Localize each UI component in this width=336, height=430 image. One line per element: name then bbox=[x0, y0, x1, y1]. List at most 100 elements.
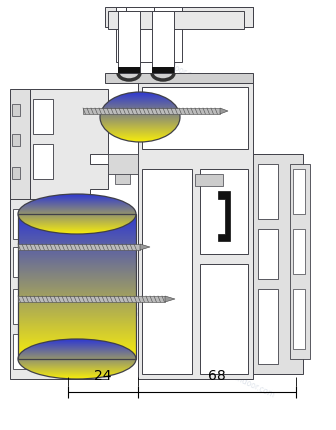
Bar bbox=[18, 323, 136, 324]
Bar bbox=[18, 296, 165, 302]
Polygon shape bbox=[138, 84, 270, 379]
Bar bbox=[118, 12, 140, 74]
Bar bbox=[18, 357, 136, 358]
Bar bbox=[18, 260, 136, 261]
Bar bbox=[18, 314, 136, 315]
Bar bbox=[18, 231, 136, 232]
Bar bbox=[13, 209, 33, 240]
Bar bbox=[18, 284, 136, 285]
Bar bbox=[18, 244, 140, 250]
Bar bbox=[18, 296, 136, 297]
Bar bbox=[18, 319, 136, 320]
Bar bbox=[18, 223, 136, 224]
Bar bbox=[18, 217, 136, 218]
Bar bbox=[293, 289, 305, 349]
Bar bbox=[18, 328, 136, 329]
Bar bbox=[18, 347, 136, 348]
Bar bbox=[18, 234, 136, 235]
Bar bbox=[18, 278, 136, 279]
Bar bbox=[18, 353, 136, 354]
Bar bbox=[18, 352, 136, 353]
Bar bbox=[18, 222, 136, 223]
Bar bbox=[18, 215, 136, 359]
Bar bbox=[108, 12, 244, 30]
Bar bbox=[18, 326, 136, 327]
Bar bbox=[18, 355, 136, 356]
Bar bbox=[18, 318, 136, 319]
Bar bbox=[18, 283, 136, 284]
Bar bbox=[18, 306, 136, 307]
Bar bbox=[18, 287, 136, 288]
Bar bbox=[18, 232, 136, 233]
Bar bbox=[18, 248, 136, 249]
Bar bbox=[293, 230, 305, 274]
Bar bbox=[18, 343, 136, 344]
Bar bbox=[13, 334, 33, 369]
Bar bbox=[18, 351, 136, 352]
Bar bbox=[18, 229, 136, 230]
Bar bbox=[18, 325, 136, 326]
Bar bbox=[18, 304, 136, 305]
Bar bbox=[126, 8, 154, 63]
Bar bbox=[13, 289, 33, 324]
Bar bbox=[258, 230, 278, 280]
Bar bbox=[18, 317, 136, 318]
Polygon shape bbox=[140, 244, 150, 250]
Bar bbox=[18, 349, 136, 350]
Bar bbox=[18, 341, 136, 342]
Bar bbox=[18, 241, 136, 242]
Bar bbox=[18, 219, 136, 220]
Bar bbox=[18, 226, 136, 227]
Bar bbox=[118, 68, 140, 74]
Bar bbox=[18, 311, 136, 312]
Bar bbox=[142, 88, 248, 150]
Bar bbox=[18, 265, 136, 266]
Bar bbox=[290, 165, 310, 359]
Polygon shape bbox=[30, 90, 108, 349]
Bar bbox=[18, 293, 136, 294]
Bar bbox=[18, 276, 136, 277]
Bar bbox=[12, 135, 20, 147]
Bar bbox=[18, 243, 136, 244]
Bar bbox=[83, 109, 220, 115]
Bar bbox=[18, 257, 136, 258]
Bar bbox=[18, 240, 136, 241]
Bar bbox=[18, 228, 136, 229]
Bar bbox=[18, 346, 136, 347]
Bar bbox=[18, 216, 136, 217]
Bar bbox=[116, 8, 126, 63]
Bar bbox=[33, 100, 53, 135]
Bar bbox=[18, 220, 136, 221]
Bar bbox=[18, 242, 136, 243]
Bar bbox=[18, 264, 136, 265]
Bar bbox=[18, 277, 136, 278]
Bar bbox=[293, 169, 305, 215]
Bar bbox=[18, 327, 136, 328]
Bar bbox=[18, 285, 136, 286]
Bar bbox=[18, 238, 136, 239]
Bar bbox=[18, 266, 136, 267]
Bar bbox=[18, 244, 136, 245]
Text: 24: 24 bbox=[94, 368, 112, 382]
Bar bbox=[258, 289, 278, 364]
Bar bbox=[18, 336, 136, 337]
Bar bbox=[18, 350, 136, 351]
Bar bbox=[18, 249, 136, 250]
Bar bbox=[18, 324, 136, 325]
Bar bbox=[18, 330, 136, 331]
Bar bbox=[18, 339, 136, 340]
Bar bbox=[18, 215, 136, 216]
Bar bbox=[200, 169, 248, 255]
Bar bbox=[18, 261, 136, 262]
Bar bbox=[18, 247, 136, 248]
Bar bbox=[18, 270, 136, 271]
Text: www.alwindoor.com: www.alwindoor.com bbox=[164, 169, 236, 209]
Text: www.alwindoor.com: www.alwindoor.com bbox=[132, 45, 204, 85]
Bar bbox=[18, 291, 136, 292]
Bar bbox=[18, 292, 136, 293]
Bar bbox=[18, 289, 136, 290]
Bar bbox=[12, 168, 20, 180]
Bar bbox=[18, 245, 136, 246]
Bar bbox=[258, 165, 278, 219]
Bar bbox=[18, 313, 136, 314]
